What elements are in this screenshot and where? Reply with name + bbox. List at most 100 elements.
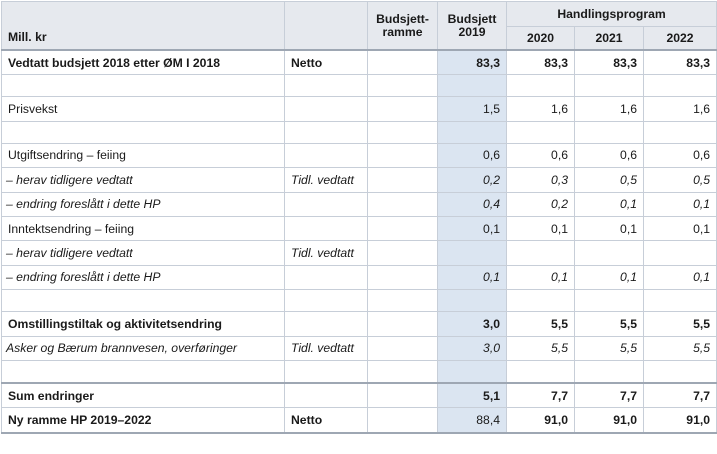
- row-ramme: [367, 49, 438, 76]
- table-row: – endring foreslått i dette HP 0,1 0,1 0…: [1, 264, 717, 291]
- row-note: Netto: [284, 407, 368, 434]
- unit-label: Mill. kr: [1, 1, 285, 51]
- table-row: [1, 120, 717, 144]
- row-budsjett-2019: 1,5: [437, 96, 507, 122]
- row-2022: 5,5: [642, 311, 717, 337]
- row-budsjett-2019: [437, 359, 507, 384]
- row-2020: 83,3: [506, 49, 575, 76]
- row-2021: 0,1: [574, 191, 644, 217]
- row-2021: [574, 120, 644, 144]
- row-ramme: [367, 289, 438, 313]
- row-2020: 0,1: [506, 264, 575, 291]
- row-note: Tidl. vedtatt: [284, 335, 368, 361]
- row-2021: 1,6: [574, 96, 644, 122]
- row-ramme: [367, 167, 438, 193]
- row-2020: [506, 74, 575, 98]
- row-label: – endring foreslått i dette HP: [1, 264, 285, 291]
- table-row: Asker og Bærum brannvesen, overføringer …: [1, 335, 717, 361]
- row-2021: [574, 289, 644, 313]
- row-2020: 0,2: [506, 191, 575, 217]
- row-label: [1, 120, 285, 144]
- row-ramme: [367, 240, 438, 266]
- budsjett-2019-header: Budsjett 2019: [437, 1, 507, 51]
- row-2020: 91,0: [506, 407, 575, 434]
- row-note: [284, 215, 368, 242]
- row-note: [284, 311, 368, 337]
- row-ramme: [367, 74, 438, 98]
- row-note: [284, 289, 368, 313]
- row-ramme: [367, 381, 438, 409]
- row-ramme: [367, 407, 438, 434]
- row-2022: 0,5: [642, 167, 717, 193]
- row-2020: 5,5: [506, 311, 575, 337]
- note-header: [284, 1, 368, 51]
- row-label: Asker og Bærum brannvesen, overføringer: [1, 335, 285, 361]
- row-label: – endring foreslått i dette HP: [1, 191, 285, 217]
- row-2020: [506, 359, 575, 384]
- row-note: [284, 74, 368, 98]
- row-budsjett-2019: 0,2: [437, 167, 507, 193]
- row-2020: 0,1: [506, 215, 575, 242]
- row-note: [284, 359, 368, 384]
- row-budsjett-2019: 0,4: [437, 191, 507, 217]
- row-2022: 5,5: [642, 335, 717, 361]
- row-ramme: [367, 142, 438, 169]
- table-row: Sum endringer 5,1 7,7 7,7 7,7: [1, 381, 717, 409]
- row-budsjett-2019: [437, 74, 507, 98]
- row-2020: 5,5: [506, 335, 575, 361]
- row-2020: [506, 120, 575, 144]
- row-2021: 5,5: [574, 311, 644, 337]
- row-2020: 0,6: [506, 142, 575, 169]
- row-budsjett-2019: [437, 289, 507, 313]
- row-ramme: [367, 96, 438, 122]
- row-ramme: [367, 359, 438, 384]
- row-note: Netto: [284, 49, 368, 76]
- row-2021: 5,5: [574, 335, 644, 361]
- row-2022: [642, 240, 717, 266]
- table-row: Inntektsendring – feiing 0,1 0,1 0,1 0,1: [1, 215, 717, 242]
- row-budsjett-2019: 0,1: [437, 215, 507, 242]
- row-2022: 83,3: [642, 49, 717, 76]
- row-label: – herav tidligere vedtatt: [1, 240, 285, 266]
- row-label: Vedtatt budsjett 2018 etter ØM I 2018: [1, 49, 285, 76]
- row-2022: [642, 120, 717, 144]
- row-note: [284, 142, 368, 169]
- table-row: – herav tidligere vedtatt Tidl. vedtatt: [1, 240, 717, 266]
- row-budsjett-2019: 0,6: [437, 142, 507, 169]
- row-2022: 7,7: [642, 381, 717, 409]
- table-row: – endring foreslått i dette HP 0,4 0,2 0…: [1, 191, 717, 217]
- table-body: Vedtatt budsjett 2018 etter ØM I 2018 Ne…: [1, 49, 717, 434]
- row-2021: 83,3: [574, 49, 644, 76]
- row-note: [284, 381, 368, 409]
- row-label: – herav tidligere vedtatt: [1, 167, 285, 193]
- row-label: [1, 359, 285, 384]
- row-ramme: [367, 120, 438, 144]
- year-header-2020: 2020: [506, 26, 575, 51]
- row-label: Sum endringer: [1, 381, 285, 409]
- row-2022: [642, 289, 717, 313]
- table-row: Vedtatt budsjett 2018 etter ØM I 2018 Ne…: [1, 49, 717, 76]
- year-header-2021: 2021: [574, 26, 644, 51]
- row-2022: [642, 359, 717, 384]
- row-note: [284, 264, 368, 291]
- row-2021: 7,7: [574, 381, 644, 409]
- row-label: Inntektsendring – feiing: [1, 215, 285, 242]
- row-budsjett-2019: 3,0: [437, 335, 507, 361]
- row-note: [284, 120, 368, 144]
- row-2022: 91,0: [642, 407, 717, 434]
- row-2020: [506, 289, 575, 313]
- table-row: Utgiftsendring – feiing 0,6 0,6 0,6 0,6: [1, 142, 717, 169]
- row-note: [284, 191, 368, 217]
- row-2021: 0,6: [574, 142, 644, 169]
- row-budsjett-2019: 5,1: [437, 381, 507, 409]
- table-row: [1, 74, 717, 98]
- row-ramme: [367, 191, 438, 217]
- row-ramme: [367, 335, 438, 361]
- row-2022: 0,1: [642, 191, 717, 217]
- row-budsjett-2019: 3,0: [437, 311, 507, 337]
- row-ramme: [367, 264, 438, 291]
- row-ramme: [367, 311, 438, 337]
- table-row: Ny ramme HP 2019–2022 Netto 88,4 91,0 91…: [1, 407, 717, 434]
- row-2020: 7,7: [506, 381, 575, 409]
- row-2020: [506, 240, 575, 266]
